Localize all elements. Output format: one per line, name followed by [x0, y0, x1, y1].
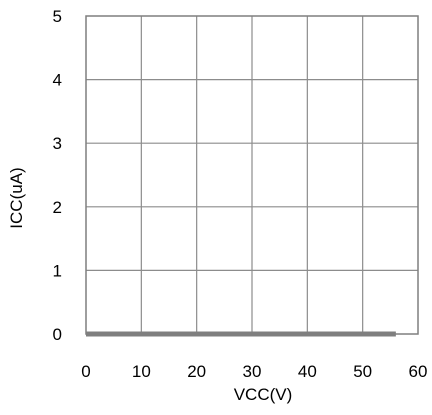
- x-tick-label-5: 50: [353, 362, 372, 381]
- x-tick-label-1: 10: [132, 362, 151, 381]
- y-tick-label-1: 1: [53, 261, 62, 280]
- x-tick-label-0: 0: [81, 362, 90, 381]
- y-tick-label-4: 4: [53, 71, 62, 90]
- x-tick-label-3: 30: [243, 362, 262, 381]
- y-tick-labels: 0 1 2 3 4 5: [53, 7, 62, 344]
- x-axis-label: VCC(V): [234, 385, 293, 404]
- x-tick-label-4: 40: [298, 362, 317, 381]
- y-tick-label-5: 5: [53, 7, 62, 26]
- x-tick-labels: 0 10 20 30 40 50 60: [81, 362, 427, 381]
- x-tick-label-2: 20: [187, 362, 206, 381]
- x-tick-label-6: 60: [409, 362, 428, 381]
- y-tick-label-3: 3: [53, 134, 62, 153]
- grid: [86, 16, 418, 334]
- y-tick-label-2: 2: [53, 198, 62, 217]
- y-tick-label-0: 0: [53, 325, 62, 344]
- y-axis-label: ICC(uA): [7, 167, 26, 228]
